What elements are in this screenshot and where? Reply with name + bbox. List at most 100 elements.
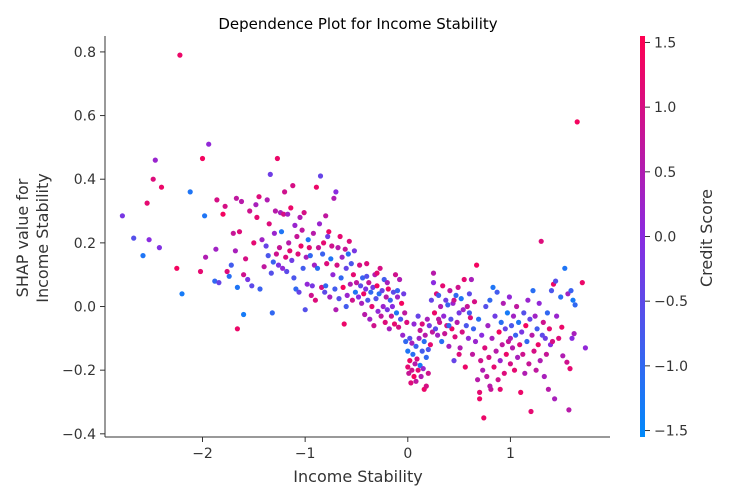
scatter-point (479, 332, 485, 338)
y-tick-label: −0.2 (62, 363, 96, 379)
scatter-point (371, 323, 377, 329)
scatter-point (299, 227, 305, 233)
scatter-point (471, 299, 478, 305)
scatter-point (549, 338, 556, 345)
scatter-point (554, 313, 560, 319)
scatter-point (333, 189, 339, 195)
scatter-point (472, 338, 479, 345)
scatter-point (427, 342, 433, 348)
scatter-point (495, 377, 501, 383)
scatter-point (385, 286, 391, 292)
scatter-point (311, 262, 317, 268)
scatter-point (293, 286, 299, 292)
plot-area: −2 −1 0 1 −0.4 −0.2 0.0 0.2 0.4 0.6 0.8 (62, 36, 610, 462)
scatter-point (292, 222, 298, 228)
scatter-point (389, 303, 395, 310)
scatter-point (428, 297, 434, 303)
scatter-point (228, 262, 234, 268)
scatter-point (342, 246, 348, 252)
scatter-point (320, 251, 326, 257)
scatter-point (542, 335, 548, 341)
scatter-point (266, 221, 272, 227)
scatter-point (234, 326, 240, 332)
scatter-point (241, 311, 247, 318)
scatter-point (486, 354, 492, 360)
scatter-point (411, 321, 417, 327)
y-axis-label-line-2: Income Stability (33, 173, 52, 302)
scatter-point (375, 308, 381, 314)
scatter-point (288, 205, 294, 211)
scatter-point (152, 157, 158, 163)
scatter-point (477, 389, 483, 395)
scatter-point (263, 243, 269, 249)
scatter-point (504, 310, 510, 316)
y-tick-label: 0.4 (74, 172, 96, 188)
scatter-point (417, 362, 423, 368)
scatter-point (290, 183, 296, 189)
scatter-point (214, 197, 220, 203)
scatter-point (517, 342, 523, 348)
scatter-point (268, 270, 274, 276)
scatter-point (407, 335, 413, 341)
scatter-point (556, 335, 562, 341)
scatter-point (327, 294, 333, 300)
scatter-point (324, 261, 330, 267)
scatter-point (455, 284, 461, 290)
scatter-point (543, 351, 550, 357)
scatter-points (119, 52, 589, 421)
scatter-point (156, 245, 162, 251)
scatter-point (516, 319, 522, 325)
colorbar: −1.5 −1.0 −0.5 0.0 0.5 1.0 1.5 Credit Score (640, 35, 716, 440)
scatter-point (187, 189, 193, 195)
scatter-point (273, 251, 279, 257)
scatter-point (270, 259, 276, 265)
scatter-point (411, 373, 417, 380)
scatter-point (295, 251, 301, 257)
scatter-point (490, 284, 496, 290)
scatter-point (380, 303, 386, 310)
scatter-point (341, 321, 347, 327)
scatter-point (405, 348, 411, 354)
scatter-point (343, 265, 349, 271)
scatter-point (441, 313, 447, 319)
y-tick-label: 0.8 (74, 45, 96, 61)
scatter-point (438, 303, 444, 310)
scatter-point (454, 319, 460, 325)
scatter-point (344, 292, 350, 298)
scatter-point (285, 211, 291, 217)
x-tick-label: −2 (192, 446, 213, 462)
scatter-point (241, 272, 247, 278)
scatter-point (212, 278, 218, 284)
scatter-point (457, 345, 463, 351)
scatter-point (401, 291, 407, 297)
scatter-point (213, 246, 219, 252)
scatter-point (265, 253, 271, 259)
scatter-point (419, 348, 425, 354)
colorbar-tick-label: 0.0 (654, 230, 676, 246)
scatter-point (337, 233, 343, 240)
scatter-point (386, 326, 392, 332)
x-tick-label: 0 (403, 446, 412, 462)
scatter-point (144, 200, 150, 206)
scatter-point (202, 213, 208, 219)
scatter-point (536, 300, 542, 306)
scatter-point (565, 291, 571, 297)
scatter-point (562, 265, 568, 271)
scatter-point (452, 334, 458, 340)
scatter-point (397, 276, 403, 283)
scatter-point (518, 389, 524, 395)
scatter-point (464, 303, 470, 310)
scatter-point (462, 364, 468, 370)
scatter-point (308, 292, 314, 298)
scatter-point (506, 294, 512, 300)
scatter-point (199, 155, 206, 162)
scatter-point (254, 214, 260, 220)
scatter-point (280, 265, 286, 271)
scatter-point (527, 316, 533, 322)
y-axis-label-line-1: SHAP value for (13, 178, 32, 297)
y-tick-label: 0.2 (74, 236, 96, 252)
scatter-point (420, 366, 426, 372)
scatter-point (416, 335, 422, 341)
scatter-point (579, 280, 585, 286)
